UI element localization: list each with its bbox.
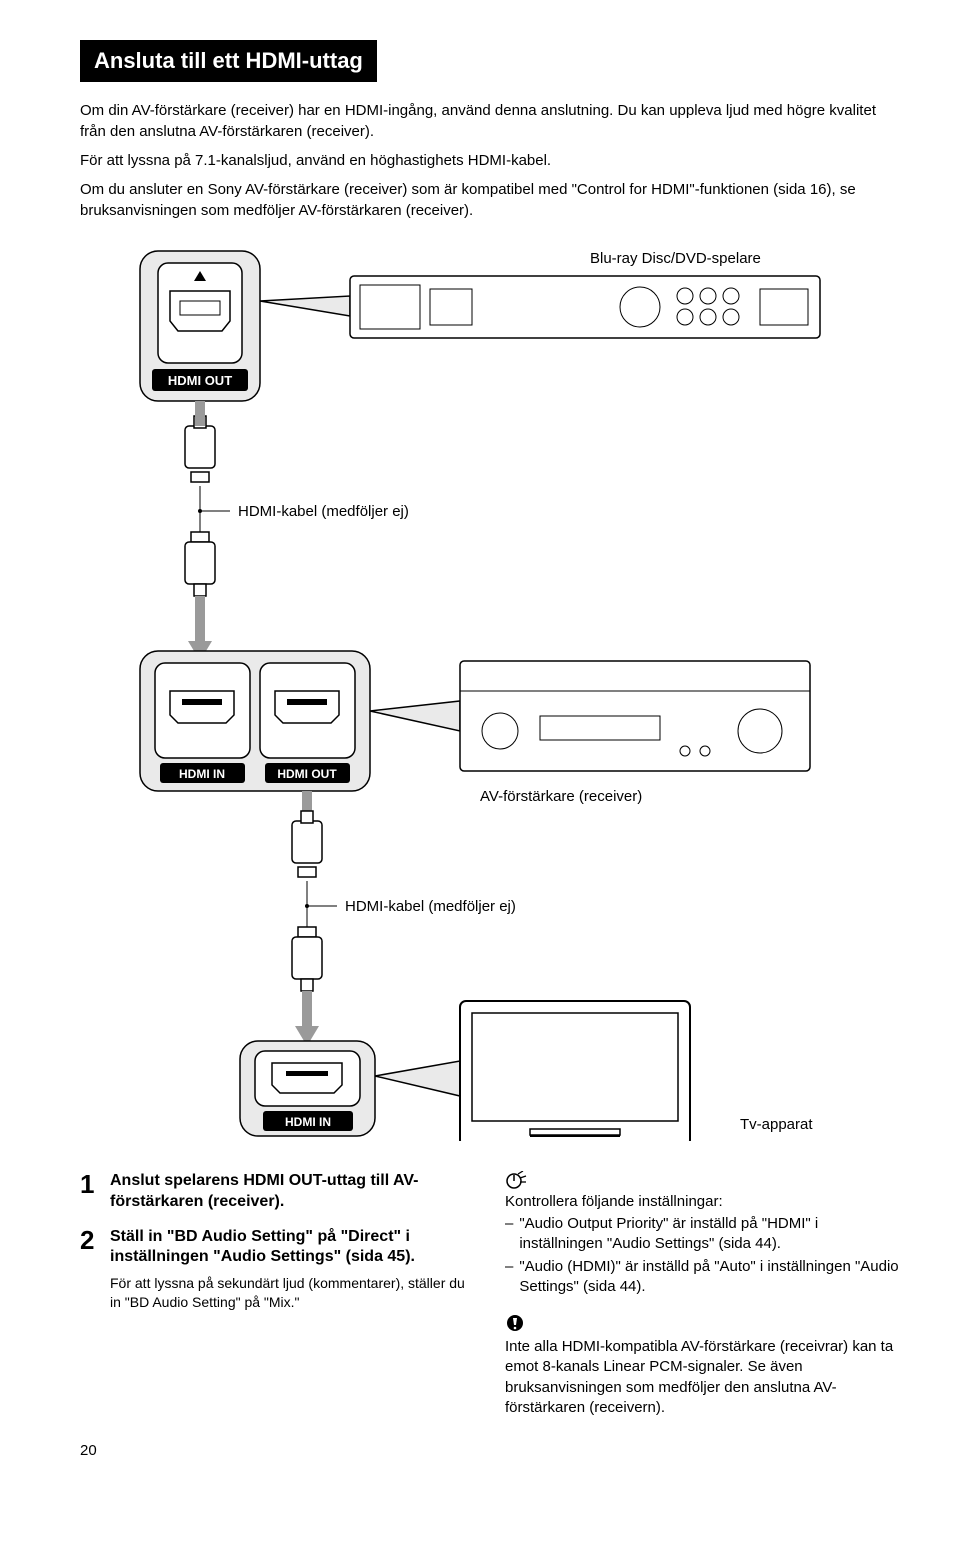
step-2-body: Ställ in "BD Audio Setting" på "Direct" … — [110, 1227, 475, 1269]
svg-text:HDMI IN: HDMI IN — [285, 1115, 331, 1129]
intro-text: Om din AV-förstärkare (receiver) har en … — [80, 100, 900, 221]
svg-text:HDMI IN: HDMI IN — [179, 767, 225, 781]
warning-icon — [505, 1313, 900, 1333]
svg-text:HDMI-kabel (medföljer ej): HDMI-kabel (medföljer ej) — [238, 503, 409, 520]
svg-text:Tv-apparat: Tv-apparat — [740, 1116, 813, 1133]
step-2-sub: För att lyssna på sekundärt ljud (kommen… — [110, 1274, 475, 1312]
intro-p1: Om din AV-förstärkare (receiver) har en … — [80, 100, 900, 142]
svg-text:HDMI-kabel (medföljer ej): HDMI-kabel (medföljer ej) — [345, 898, 516, 915]
tip-item-2: "Audio (HDMI)" är inställd på "Auto" i i… — [519, 1257, 900, 1298]
tip-item-1: "Audio Output Priority" är inställd på "… — [519, 1214, 900, 1255]
tip-lead: Kontrollera följande inställningar: — [505, 1193, 900, 1210]
step-1-body: Anslut spelarens HDMI OUT-uttag till AV-… — [110, 1171, 475, 1213]
step-1-number: 1 — [80, 1171, 98, 1213]
page-number: 20 — [80, 1442, 900, 1459]
tip-icon — [505, 1171, 900, 1191]
section-title: Ansluta till ett HDMI-uttag — [80, 40, 377, 82]
svg-text:HDMI OUT: HDMI OUT — [168, 373, 232, 388]
dash-icon: – — [505, 1257, 513, 1298]
svg-text:HDMI OUT: HDMI OUT — [277, 767, 337, 781]
tips-column: Kontrollera följande inställningar: – "A… — [505, 1171, 900, 1418]
step-2-number: 2 — [80, 1227, 98, 1312]
intro-p3: Om du ansluter en Sony AV-förstärkare (r… — [80, 179, 900, 221]
intro-p2: För att lyssna på 7.1-kanalsljud, använd… — [80, 150, 900, 171]
svg-text:Blu-ray Disc/DVD-spelare: Blu-ray Disc/DVD-spelare — [590, 250, 761, 267]
steps-column: 1 Anslut spelarens HDMI OUT-uttag till A… — [80, 1171, 475, 1418]
connection-diagram: HDMI OUT Blu-ray Disc/DVD-spelare — [80, 241, 900, 1141]
warning-text: Inte alla HDMI-kompatibla AV-förstärkare… — [505, 1337, 900, 1418]
dash-icon: – — [505, 1214, 513, 1255]
svg-text:AV-förstärkare (receiver): AV-förstärkare (receiver) — [480, 788, 642, 805]
